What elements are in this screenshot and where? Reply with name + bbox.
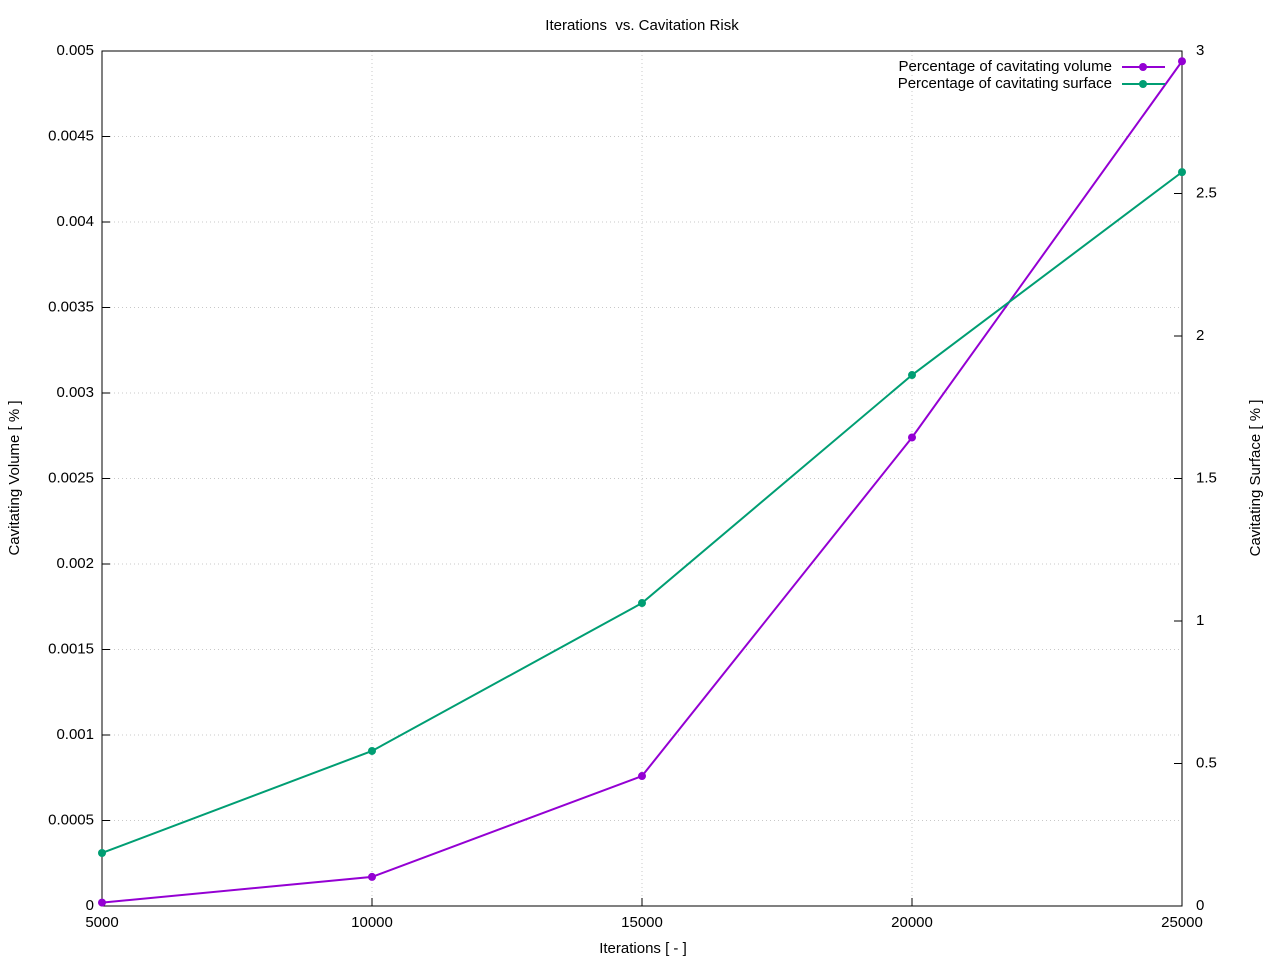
chart-title: Iterations vs. Cavitation Risk <box>545 17 739 34</box>
data-point <box>1178 168 1186 177</box>
data-point <box>908 433 916 442</box>
data-point <box>368 746 376 755</box>
y-tick-label: 0 <box>86 897 94 914</box>
x-tick-label: 25000 <box>1161 914 1203 931</box>
y-tick-label: 0.0005 <box>48 811 94 828</box>
legend-label: Percentage of cavitating surface <box>898 75 1112 92</box>
y-axis-label: Cavitating Volume [ % ] <box>6 400 23 555</box>
y2-axis-label: Cavitating Surface [ % ] <box>1247 400 1264 557</box>
y2-tick-label: 2 <box>1196 327 1204 344</box>
y2-tick-label: 2.5 <box>1196 184 1217 201</box>
y-tick-label: 0.004 <box>56 213 94 230</box>
x-tick-label: 10000 <box>351 914 393 931</box>
y2-tick-label: 1 <box>1196 612 1204 629</box>
data-point <box>368 872 376 881</box>
x-axis-label: Iterations [ - ] <box>599 940 687 957</box>
y-tick-label: 0.0025 <box>48 469 94 486</box>
x-tick-label: 5000 <box>85 914 118 931</box>
plot-border <box>101 50 1183 907</box>
data-point <box>98 898 106 907</box>
y2-tick-label: 1.5 <box>1196 469 1217 486</box>
y2-tick-label: 0.5 <box>1196 754 1217 771</box>
y-tick-label: 0.002 <box>56 555 94 572</box>
y-tick-label: 0.005 <box>56 42 94 59</box>
y-tick-label: 0.001 <box>56 726 94 743</box>
x-tick-label: 20000 <box>891 914 933 931</box>
x-tick-label: 15000 <box>621 914 663 931</box>
data-point <box>638 772 646 781</box>
legend-marker <box>1139 63 1147 71</box>
data-point <box>908 371 916 380</box>
y-tick-label: 0.0045 <box>48 127 94 144</box>
data-point <box>98 848 106 857</box>
y2-tick-label: 3 <box>1196 42 1204 59</box>
data-point <box>1178 57 1186 66</box>
y-tick-label: 0.003 <box>56 384 94 401</box>
legend-label: Percentage of cavitating volume <box>899 58 1112 75</box>
y-tick-label: 0.0015 <box>48 640 94 657</box>
legend-marker <box>1139 80 1147 88</box>
y-tick-label: 0.0035 <box>48 298 94 315</box>
y2-tick-label: 0 <box>1196 897 1204 914</box>
data-point <box>638 599 646 608</box>
